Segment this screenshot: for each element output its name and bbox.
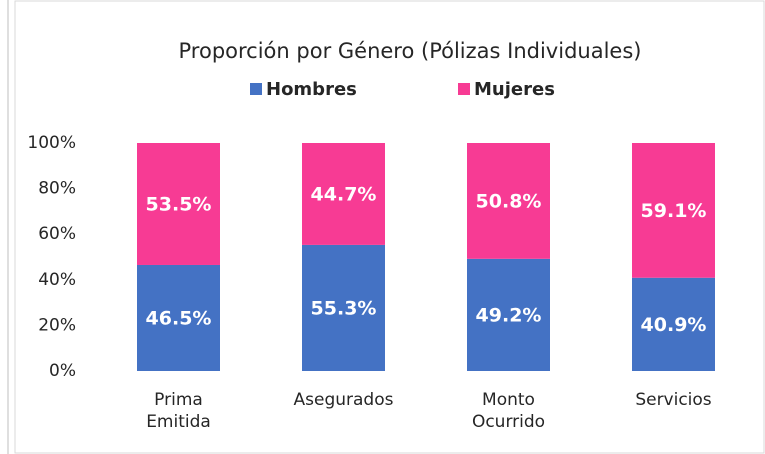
legend-swatch — [458, 83, 470, 95]
bar-segment — [467, 258, 550, 371]
y-tick-label: 80% — [38, 179, 76, 199]
bar-segment — [632, 143, 715, 278]
data-label: 46.5% — [146, 307, 212, 329]
data-label: 49.2% — [476, 304, 542, 326]
data-label: 40.9% — [641, 314, 707, 336]
x-tick-label: Ocurrido — [472, 412, 545, 432]
x-tick-label: Emitida — [146, 412, 211, 432]
y-tick-label: 0% — [49, 361, 76, 381]
chart-title: Proporción por Género (Pólizas Individua… — [179, 39, 642, 63]
y-tick-label: 100% — [27, 133, 76, 153]
bar-segment — [632, 277, 715, 371]
data-label: 59.1% — [641, 200, 707, 222]
y-tick-label: 40% — [38, 270, 76, 290]
bar-segment — [302, 244, 385, 371]
data-label: 53.5% — [146, 193, 212, 215]
data-label: 50.8% — [476, 190, 542, 212]
x-tick-label: Prima — [154, 390, 203, 410]
y-tick-label: 60% — [38, 224, 76, 244]
x-tick-label: Monto — [482, 390, 535, 410]
bar-segment — [302, 143, 385, 245]
bar-segment — [467, 143, 550, 259]
legend-label: Hombres — [266, 79, 357, 100]
x-tick-label: Asegurados — [294, 390, 394, 410]
data-label: 44.7% — [311, 183, 377, 205]
data-label: 55.3% — [311, 297, 377, 319]
x-tick-label: Servicios — [635, 390, 711, 410]
bar-segment — [137, 264, 220, 371]
bar-segment — [137, 143, 220, 265]
y-tick-label: 20% — [38, 315, 76, 335]
legend-label: Mujeres — [474, 79, 555, 100]
legend-swatch — [250, 83, 262, 95]
